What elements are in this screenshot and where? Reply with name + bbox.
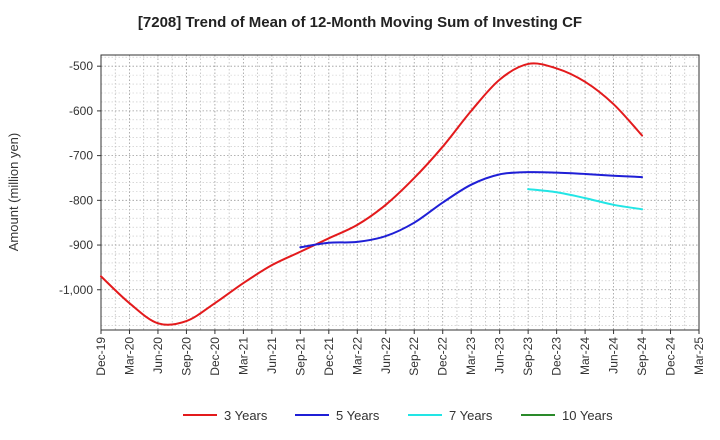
x-tick-label: Jun-23 <box>493 337 507 374</box>
x-axis: Dec-19 Mar-20 Jun-20 Sep-20 Dec-20 Mar-21 Jun-… <box>94 330 706 376</box>
x-tick-label: Dec-24 <box>664 337 678 376</box>
y-tick-label: -500 <box>69 59 93 73</box>
x-tick-label: Dec-19 <box>94 337 108 376</box>
x-tick-label: Sep-20 <box>179 337 193 376</box>
y-tick-label: -700 <box>69 149 93 163</box>
x-tick-label: Mar-22 <box>350 337 364 375</box>
y-tick-label: -900 <box>69 238 93 252</box>
x-tick-label: Dec-21 <box>322 337 336 376</box>
series-line-5-years <box>299 171 644 249</box>
x-tick-label: Mar-23 <box>464 337 478 375</box>
x-tick-label: Mar-25 <box>692 337 706 375</box>
x-tick-label: Mar-24 <box>578 337 592 375</box>
series-lines <box>100 62 644 326</box>
y-tick-label: -600 <box>69 104 93 118</box>
y-tick-label: -800 <box>69 193 93 207</box>
x-tick-label: Sep-24 <box>635 337 649 376</box>
x-tick-label: Sep-22 <box>407 337 421 376</box>
x-tick-label: Jun-24 <box>607 337 621 374</box>
legend-label-10-years: 10 Years <box>562 408 613 423</box>
x-tick-label: Dec-20 <box>208 337 222 376</box>
legend-label-5-years: 5 Years <box>336 408 380 423</box>
legend: 3 Years 5 Years 7 Years 10 Years <box>183 408 613 423</box>
series-line-3-years <box>100 62 644 326</box>
chart-title: [7208] Trend of Mean of 12-Month Moving … <box>138 14 582 31</box>
legend-label-7-years: 7 Years <box>449 408 493 423</box>
x-tick-label: Jun-20 <box>151 337 165 374</box>
x-tick-label: Mar-20 <box>122 337 136 375</box>
series-line-7-years <box>527 188 644 211</box>
x-tick-label: Sep-23 <box>521 337 535 376</box>
legend-label-3-years: 3 Years <box>224 408 268 423</box>
y-axis: -500 -600 -700 -800 -900 -1,000 <box>59 59 101 297</box>
y-tick-label: -1,000 <box>59 283 93 297</box>
x-tick-label: Jun-21 <box>265 337 279 374</box>
plot-frame <box>100 54 700 331</box>
x-tick-label: Sep-21 <box>293 337 307 376</box>
x-tick-label: Dec-22 <box>436 337 450 376</box>
x-tick-label: Mar-21 <box>236 337 250 375</box>
x-tick-label: Dec-23 <box>550 337 564 376</box>
y-axis-label: Amount (million yen) <box>6 133 21 252</box>
x-tick-label: Jun-22 <box>379 337 393 374</box>
